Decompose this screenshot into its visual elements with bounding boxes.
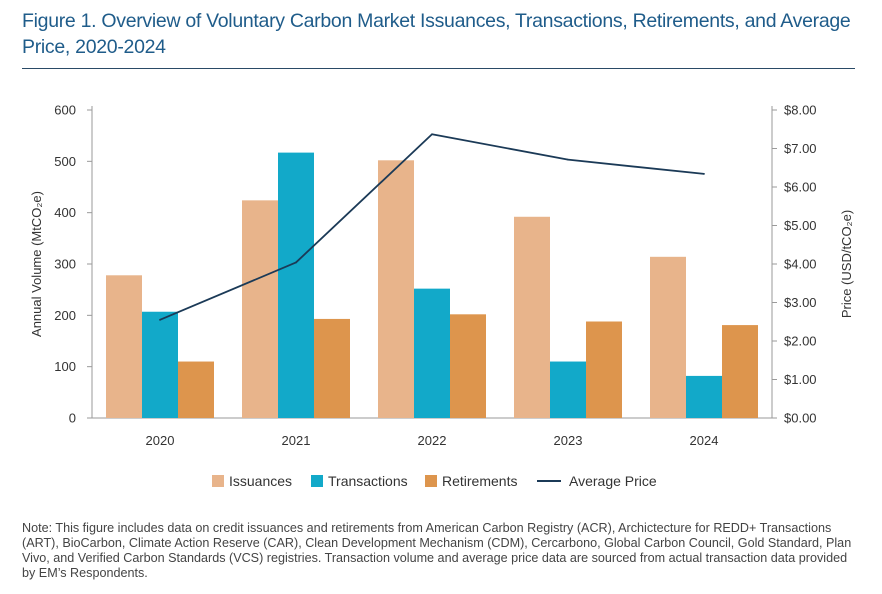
bar-retirements: [586, 321, 622, 418]
right-tick-label: $1.00: [784, 372, 817, 387]
average-price-point: [295, 261, 297, 264]
right-tick-label: $8.00: [784, 103, 817, 118]
left-tick-label: 400: [54, 205, 76, 220]
y-axis-label: Annual Volume (MtCO₂e): [29, 191, 44, 337]
legend-label: Issuances: [229, 473, 292, 489]
left-tick-label: 500: [54, 154, 76, 169]
y2-axis-label: Price (USD/tCO₂e): [839, 210, 854, 318]
bar-issuances: [514, 216, 550, 418]
bar-issuances: [650, 256, 686, 418]
x-tick-label: 2024: [690, 433, 719, 448]
average-price-point: [159, 318, 161, 321]
bar-retirements: [722, 325, 758, 418]
x-tick-label: 2020: [146, 433, 175, 448]
bars: [106, 152, 758, 418]
legend-swatch: [311, 475, 323, 487]
left-tick-label: 100: [54, 359, 76, 374]
left-tick-label: 300: [54, 257, 76, 272]
x-tick-label: 2021: [282, 433, 311, 448]
x-tick-label: 2023: [554, 433, 583, 448]
bar-issuances: [106, 275, 142, 418]
combo-chart: 0 100 200 300 400 500 600 $0.00 $1.00 $2.00 $3.00 $…: [29, 103, 854, 490]
legend: Issuances Transactions Retirements Average …: [212, 473, 657, 489]
chart-title: Figure 1. Overview of Voluntary Carbon M…: [22, 10, 851, 58]
bar-retirements: [314, 318, 350, 418]
legend-label: Average Price: [569, 473, 657, 489]
right-tick-label: $3.00: [784, 295, 817, 310]
bar-transactions: [414, 288, 450, 418]
average-price-point: [703, 173, 705, 175]
right-tick-label: $4.00: [784, 257, 817, 272]
left-tick-label: 0: [69, 411, 76, 426]
chart-note: Note: This figure includes data on credi…: [22, 521, 852, 580]
x-tick-label: 2022: [418, 433, 447, 448]
right-tick-label: $5.00: [784, 218, 817, 233]
left-tick-label: 200: [54, 308, 76, 323]
legend-label: Transactions: [328, 473, 408, 489]
bar-issuances: [378, 160, 414, 418]
right-tick-label: $2.00: [784, 334, 817, 349]
bar-transactions: [278, 152, 314, 418]
bar-retirements: [178, 361, 214, 418]
legend-swatch: [425, 475, 437, 487]
axes: 0 100 200 300 400 500 600 $0.00 $1.00 $2.00 $3.00 $…: [29, 103, 854, 449]
bar-retirements: [450, 314, 486, 418]
bar-transactions: [550, 361, 586, 418]
bar-transactions: [142, 311, 178, 418]
price-line: [159, 133, 705, 321]
bar-transactions: [686, 375, 722, 418]
average-price-point: [567, 158, 569, 161]
legend-label: Retirements: [442, 473, 517, 489]
title-divider: [22, 68, 855, 69]
average-price-point: [431, 133, 433, 136]
bar-issuances: [242, 200, 278, 418]
right-tick-label: $7.00: [784, 141, 817, 156]
right-tick-label: $0.00: [784, 411, 817, 426]
right-tick-label: $6.00: [784, 180, 817, 195]
left-tick-label: 600: [54, 103, 76, 118]
legend-swatch: [212, 475, 224, 487]
